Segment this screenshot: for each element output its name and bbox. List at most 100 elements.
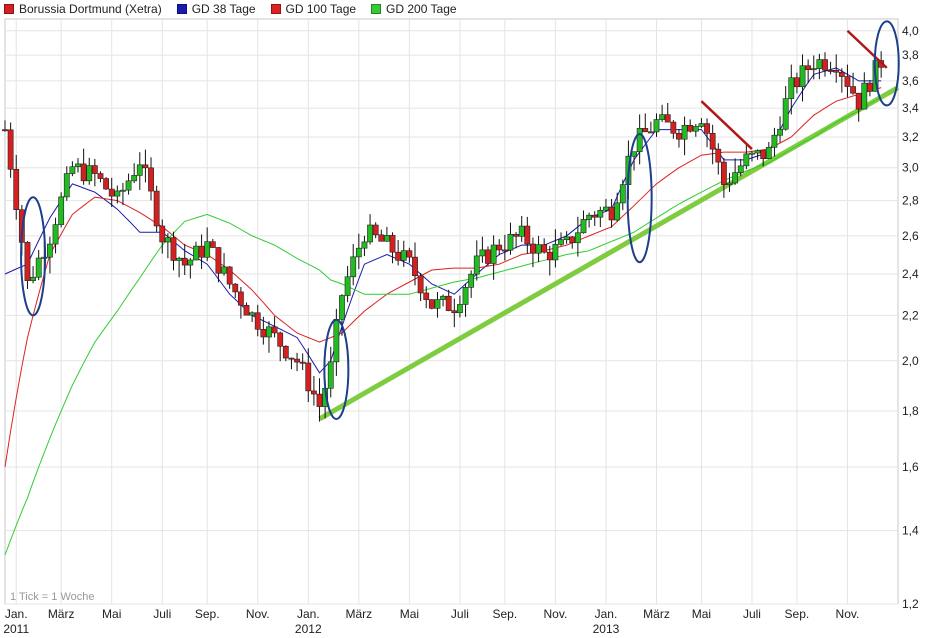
y-tick-label: 2,8 xyxy=(902,194,919,208)
x-tick-label: Jan. xyxy=(5,607,28,621)
candle-down xyxy=(316,393,323,407)
candle-up xyxy=(75,163,81,168)
candle-down xyxy=(148,167,154,192)
x-tick-label: Sep. xyxy=(195,607,220,621)
candle-down xyxy=(687,124,694,132)
x-tick-label: März xyxy=(643,607,670,621)
chart-legend: Borussia Dortmund (Xetra) GD 38 Tage GD … xyxy=(4,0,472,18)
candle-up xyxy=(327,361,334,389)
candle-down xyxy=(80,163,87,182)
y-tick-label: 1,8 xyxy=(902,404,919,418)
candle-up xyxy=(176,257,183,261)
x-tick-label: Mai xyxy=(102,607,121,621)
ma-line-gd-38-tage xyxy=(4,67,882,374)
candle-down xyxy=(91,165,98,174)
candle-up xyxy=(619,184,626,204)
y-tick-label: 3,4 xyxy=(902,101,919,115)
candle-up xyxy=(400,250,407,261)
resistance-line xyxy=(700,100,753,150)
candle-up xyxy=(333,318,340,363)
candle-up xyxy=(52,224,59,245)
x-tick-year: 2011 xyxy=(3,622,29,636)
candle-up xyxy=(384,235,390,242)
candle-down xyxy=(13,168,20,210)
candle-down xyxy=(855,92,862,110)
y-tick-label: 3,2 xyxy=(902,130,919,144)
candle-down xyxy=(260,328,267,338)
candle-down xyxy=(591,214,598,218)
candle-up xyxy=(653,119,660,133)
candle-up xyxy=(558,239,564,245)
candle-down xyxy=(7,129,14,170)
candle-down xyxy=(237,291,244,306)
candle-up xyxy=(187,259,194,266)
x-tick-label: Juli xyxy=(451,607,469,621)
candle-up xyxy=(221,266,227,274)
candle-up xyxy=(518,225,525,237)
candle-up xyxy=(367,224,373,243)
x-tick-year: 2013 xyxy=(593,622,620,636)
candle-down xyxy=(232,283,239,293)
candle-down xyxy=(103,178,109,190)
candle-up xyxy=(507,233,514,251)
highlight-ellipse xyxy=(873,20,900,107)
candle-down xyxy=(850,86,856,94)
candle-up xyxy=(749,152,755,155)
y-tick-label: 1,4 xyxy=(902,524,919,538)
candle-down xyxy=(485,249,491,264)
candle-down xyxy=(676,132,682,140)
candle-up xyxy=(603,206,609,211)
candle-up xyxy=(726,182,733,185)
candle-down xyxy=(822,59,828,71)
gd200-swatch xyxy=(371,4,382,14)
y-tick-label: 1,2 xyxy=(902,597,919,611)
ma-line-gd-100-tage xyxy=(4,87,882,468)
candle-down xyxy=(299,361,306,364)
candle-up xyxy=(440,295,446,300)
candle-up xyxy=(732,172,739,184)
candle-down xyxy=(513,233,519,237)
candle-up xyxy=(457,304,463,314)
highlight-ellipse xyxy=(323,318,350,420)
x-tick-label: Nov. xyxy=(246,607,270,621)
candle-up xyxy=(125,180,132,191)
x-tick-label: Mai xyxy=(400,607,419,621)
candle-up xyxy=(535,244,542,254)
candle-up xyxy=(563,236,570,241)
candle-up xyxy=(114,190,121,197)
candle-down xyxy=(108,188,115,197)
candle-up xyxy=(344,276,351,296)
candle-up xyxy=(30,276,36,281)
candle-down xyxy=(423,292,430,300)
candle-down xyxy=(254,312,261,330)
candle-down xyxy=(709,133,716,150)
candle-down xyxy=(867,82,873,92)
candle-up xyxy=(490,244,497,264)
candle-up xyxy=(636,128,643,152)
candle-up xyxy=(249,312,256,316)
candle-down xyxy=(294,358,300,363)
legend-item-gd38: GD 38 Tage xyxy=(176,2,256,16)
candle-down xyxy=(378,234,385,242)
candle-down xyxy=(406,250,413,258)
candle-up xyxy=(131,175,138,182)
candle-down xyxy=(243,304,250,316)
candle-up xyxy=(586,214,593,220)
grid-lines xyxy=(4,18,899,605)
candle-down xyxy=(760,150,767,159)
candle-up xyxy=(861,82,868,110)
ma-line-gd-200-tage xyxy=(4,96,882,556)
x-tick-label: März xyxy=(48,607,75,621)
candle-down xyxy=(215,247,222,274)
candle-up xyxy=(698,123,705,127)
candle-down xyxy=(451,310,458,314)
candle-down xyxy=(647,131,654,134)
candle-down xyxy=(226,266,233,285)
candle-down xyxy=(664,114,671,123)
candle-up xyxy=(777,128,783,136)
candle-down xyxy=(417,275,424,294)
candle-up xyxy=(614,202,621,221)
candle-down xyxy=(282,345,289,359)
candle-up xyxy=(164,237,171,243)
